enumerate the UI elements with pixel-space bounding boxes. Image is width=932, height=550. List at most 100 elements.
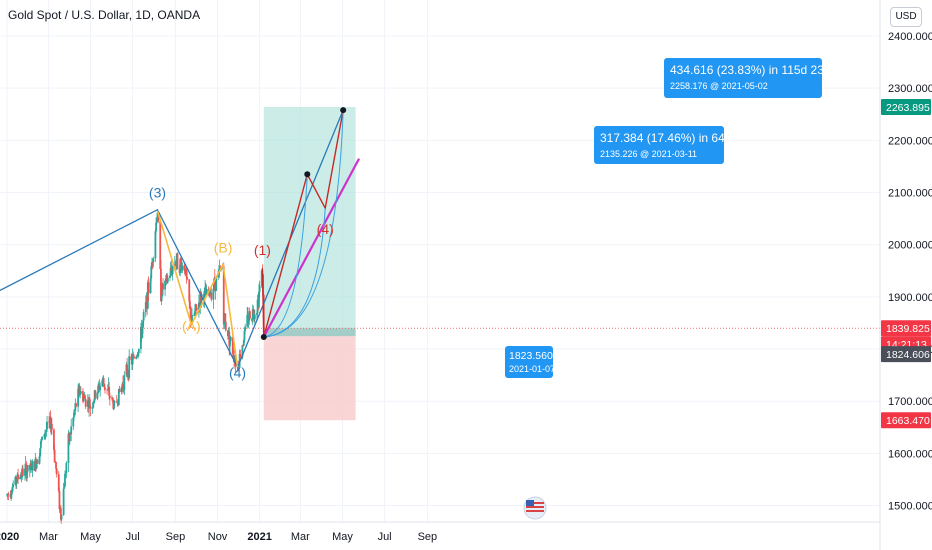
candle-body [25,463,28,479]
candle-body [155,220,158,223]
candle-body [102,378,105,384]
candle-body [189,301,191,307]
candle-body [258,285,261,292]
wave-label: (3) [149,185,166,201]
candle-body [152,258,155,263]
price-tag-bg [881,412,931,429]
wave-label: (4) [317,221,334,237]
price-tag-current: 1839.825 [886,323,930,335]
price-tick-label: 1500.000 [888,501,932,513]
time-tick-label: 2020 [0,531,19,543]
candle-body [96,392,99,399]
candle-body [104,387,106,390]
flag-logo-canton [526,500,534,506]
candle-body [108,396,111,399]
candle-body [142,320,144,328]
time-tick-label: Mar [39,531,58,543]
candle-body [149,278,152,294]
candle-body [183,265,186,271]
candle-body [43,434,46,437]
candle-body [60,515,63,520]
candle-body [70,426,73,435]
price-tick-label: 2300.000 [888,83,932,95]
candle-body [58,491,61,510]
candle-body [137,352,140,357]
candle-body [195,304,198,308]
candle-body [82,396,85,402]
candle-body [160,295,163,302]
candle-body [69,433,72,435]
candle-body [53,429,55,450]
candle-body [115,401,118,403]
candle-body [72,417,75,427]
candle-body [171,266,174,275]
candle-body [215,277,218,291]
time-axis[interactable]: 2020 Mar May Jul Sep Nov 2021 Mar May Jul Sep [0,521,880,543]
candle-body [147,282,150,294]
price-tick-label: 2200.000 [888,135,932,147]
candle-body [123,375,126,390]
time-tick-label: Sep [166,531,186,543]
time-tick-label: Sep [418,531,438,543]
candle-body [166,278,169,283]
candle-body [113,401,116,403]
price-axis[interactable]: 2400.000 2300.000 2200.000 2100.000 2000.000… [879,0,932,550]
candle-body [26,465,29,472]
candle-body [126,364,129,375]
candle-body [142,312,145,321]
candle-body [79,391,82,394]
price-tag-stop: 1663.470 [886,415,930,427]
candle-body [232,353,235,357]
candle-body [73,412,75,418]
candle-body [175,262,178,265]
time-tick-label: Jul [378,531,392,543]
candle-body [181,265,184,271]
candle-body [101,380,104,387]
candle-body [21,468,24,476]
candle-body [151,262,153,267]
candle-body [189,306,192,322]
price-tick-label: 2000.000 [888,240,932,252]
candle-body [36,460,39,464]
entry-line-zone [263,328,356,337]
candle-body [185,269,188,278]
tradingview-flag-logo [523,496,547,520]
candle-body [238,367,240,370]
candle-body [203,291,206,302]
candle-body [55,468,58,475]
candle-body [132,354,135,357]
time-tick-label: Jul [126,531,140,543]
candle-body [120,387,123,393]
candle-body [65,462,68,473]
candle-body [40,439,43,442]
candle-body [128,356,131,379]
candle-body [29,463,32,470]
candle-body [173,264,176,267]
candle-body [253,314,256,320]
candle-body [24,468,26,476]
candle-body [94,390,97,399]
candle-body [111,397,114,401]
candle-body [169,276,171,279]
candle-body [243,330,246,341]
candle-body [49,416,52,430]
fib-arc [263,110,344,338]
candle-body [135,357,137,359]
candle-body [224,313,227,322]
currency-button[interactable]: USD [890,7,922,27]
candle-body [11,486,14,492]
candle-body [155,222,158,232]
candle-body [195,307,198,311]
fib-arc [263,174,308,338]
price-tag-bg [881,320,931,337]
price-tag-bg [881,99,931,116]
measure-sub-text: 2135.226 @ 2021-03-11 [600,149,697,159]
candle-body [53,449,56,462]
candle-body [164,278,167,281]
candle-body [15,481,18,484]
candles-layer [6,209,265,524]
candle-body [247,320,250,323]
candle-body [137,348,140,353]
